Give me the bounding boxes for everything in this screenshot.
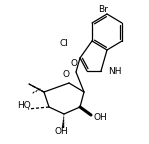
Text: HO: HO: [17, 102, 31, 110]
Text: Cl: Cl: [59, 39, 68, 49]
Text: OH: OH: [54, 127, 68, 137]
Text: NH: NH: [108, 68, 121, 76]
Text: OH: OH: [93, 113, 107, 123]
Text: Br: Br: [98, 5, 108, 15]
Text: O: O: [70, 59, 77, 68]
Text: O: O: [62, 70, 69, 79]
